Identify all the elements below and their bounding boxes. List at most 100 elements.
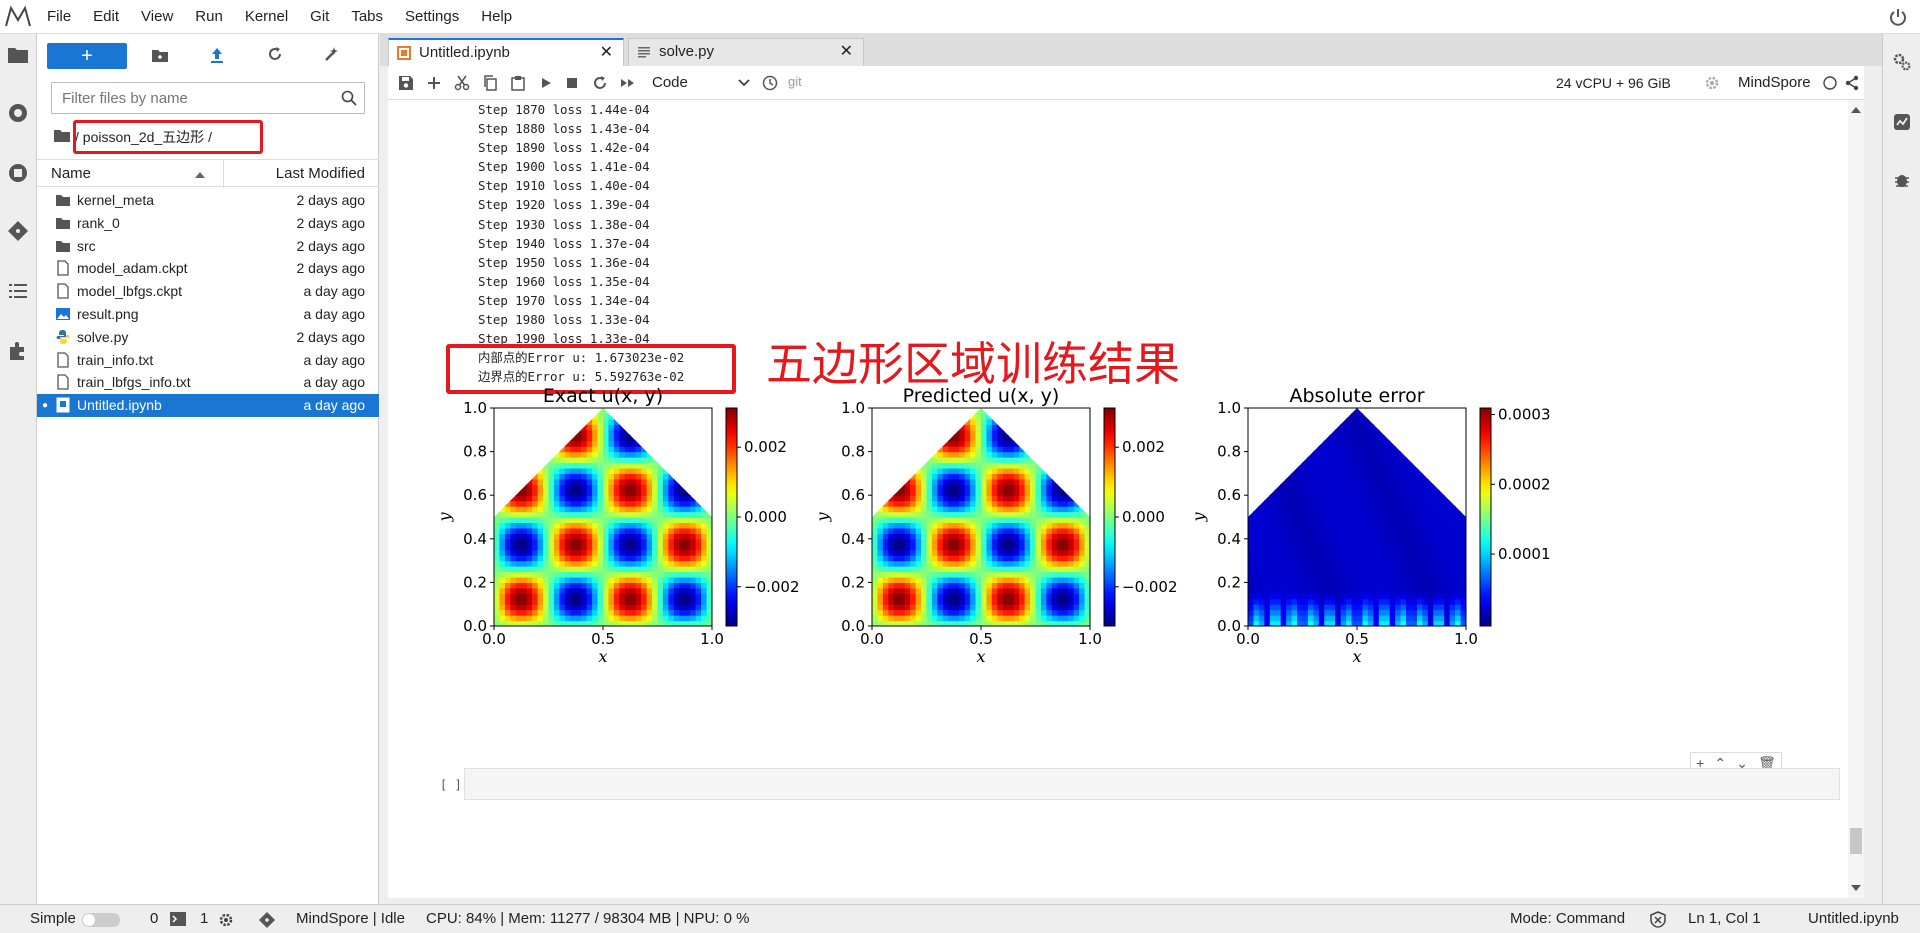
file-row-model-lbfgs-ckpt[interactable]: model_lbfgs.ckpt a day ago bbox=[37, 280, 379, 303]
simple-mode-toggle[interactable] bbox=[82, 913, 120, 927]
y-tick-label: 1.0 bbox=[1217, 399, 1241, 417]
menu-kernel[interactable]: Kernel bbox=[234, 0, 299, 34]
running-icon[interactable] bbox=[7, 102, 29, 124]
debugger-chart-icon[interactable] bbox=[1892, 112, 1912, 132]
paste-icon[interactable] bbox=[510, 75, 526, 91]
git-clone-icon[interactable] bbox=[323, 45, 341, 63]
scroll-up-icon[interactable] bbox=[1851, 106, 1861, 114]
cut-icon[interactable] bbox=[454, 75, 470, 91]
output-line: Step 1930 loss 1.38e-04 bbox=[478, 215, 684, 234]
menu-view[interactable]: View bbox=[130, 0, 184, 34]
status-bar: Simple 0 1 MindSpore | Idle CPU: 84% | M… bbox=[0, 904, 1920, 932]
left-activity-bar bbox=[0, 34, 37, 904]
stop-icon[interactable] bbox=[7, 162, 29, 184]
property-inspector-icon[interactable] bbox=[1892, 52, 1912, 72]
file-icon bbox=[55, 283, 71, 299]
output-line: Step 1980 loss 1.33e-04 bbox=[478, 310, 684, 329]
save-icon[interactable] bbox=[398, 75, 414, 91]
toc-icon[interactable] bbox=[7, 280, 29, 302]
tab-solve-py[interactable]: solve.py ✕ bbox=[628, 38, 864, 66]
git-label[interactable]: git bbox=[788, 74, 802, 89]
restart-icon[interactable] bbox=[592, 75, 608, 91]
tab-untitled-ipynb[interactable]: Untitled.ipynb ✕ bbox=[388, 38, 624, 66]
scroll-down-icon[interactable] bbox=[1851, 884, 1861, 892]
sort-ascending-icon bbox=[195, 170, 205, 178]
x-axis-label: x bbox=[976, 647, 985, 666]
refresh-icon[interactable] bbox=[267, 46, 283, 62]
upload-icon[interactable] bbox=[209, 46, 225, 64]
chevron-down-icon[interactable] bbox=[738, 79, 750, 87]
code-cell-input[interactable] bbox=[464, 768, 1840, 800]
kernel-count[interactable]: 1 bbox=[200, 905, 208, 933]
menu-git[interactable]: Git bbox=[299, 0, 340, 34]
new-folder-icon[interactable] bbox=[151, 48, 169, 64]
menu-settings[interactable]: Settings bbox=[394, 0, 470, 34]
scrollbar[interactable] bbox=[1848, 100, 1864, 898]
shield-icon[interactable] bbox=[1650, 911, 1666, 928]
terminal-icon bbox=[170, 912, 186, 926]
menu-file[interactable]: File bbox=[36, 0, 82, 34]
file-icon bbox=[55, 260, 71, 276]
terminal-count[interactable]: 0 bbox=[150, 905, 158, 933]
x-tick-label: 1.0 bbox=[1454, 630, 1478, 648]
cell-type-select[interactable]: Code bbox=[652, 74, 688, 91]
filter-files-input[interactable] bbox=[51, 82, 365, 114]
folder-icon[interactable] bbox=[7, 44, 29, 66]
folder-icon bbox=[55, 238, 71, 254]
y-axis-label: y bbox=[438, 512, 454, 523]
git-icon[interactable] bbox=[7, 220, 29, 242]
run-all-icon[interactable] bbox=[620, 75, 636, 91]
bug-icon[interactable] bbox=[1892, 170, 1912, 190]
mode-indicator[interactable]: Mode: Command bbox=[1510, 905, 1625, 933]
git-status-icon[interactable] bbox=[258, 911, 276, 929]
interrupt-icon[interactable] bbox=[564, 75, 580, 91]
kernel-settings-icon[interactable] bbox=[1704, 75, 1720, 91]
extension-icon[interactable] bbox=[7, 340, 29, 362]
output-line: Step 1920 loss 1.39e-04 bbox=[478, 195, 684, 214]
scrollbar-thumb[interactable] bbox=[1850, 828, 1862, 854]
breadcrumb-highlight-box bbox=[73, 120, 263, 154]
close-icon[interactable]: ✕ bbox=[840, 39, 853, 65]
kernel-name[interactable]: MindSpore bbox=[1738, 74, 1811, 91]
menu-tabs[interactable]: Tabs bbox=[340, 0, 394, 34]
power-icon[interactable] bbox=[1888, 7, 1908, 27]
folder-breadcrumb-icon[interactable] bbox=[53, 128, 71, 143]
jupyter-logo-icon bbox=[4, 4, 32, 30]
file-modified: a day ago bbox=[304, 280, 366, 303]
menu-edit[interactable]: Edit bbox=[82, 0, 130, 34]
y-tick-label: 0.0 bbox=[1217, 617, 1241, 635]
file-name: model_lbfgs.ckpt bbox=[77, 280, 182, 303]
annotation-text: 五边形区域训练结果 bbox=[766, 328, 1180, 394]
column-modified-header[interactable]: Last Modified bbox=[276, 165, 365, 182]
x-tick-label: 0.5 bbox=[1345, 630, 1369, 648]
clock-icon[interactable] bbox=[762, 75, 778, 91]
menu-help[interactable]: Help bbox=[470, 0, 523, 34]
close-icon[interactable]: ✕ bbox=[600, 40, 613, 66]
column-name-header[interactable]: Name bbox=[51, 165, 91, 182]
share-icon[interactable] bbox=[1844, 75, 1860, 91]
copy-icon[interactable] bbox=[482, 75, 498, 91]
y-tick-label: 0.4 bbox=[463, 530, 487, 548]
y-tick-label: 0.8 bbox=[463, 443, 487, 461]
run-icon[interactable] bbox=[538, 75, 554, 91]
new-launcher-button[interactable]: + bbox=[47, 43, 127, 69]
cursor-position[interactable]: Ln 1, Col 1 bbox=[1688, 905, 1761, 933]
add-cell-icon[interactable] bbox=[426, 75, 442, 91]
menu-run[interactable]: Run bbox=[184, 0, 234, 34]
file-name: rank_0 bbox=[77, 212, 120, 235]
file-list-header: Name Last Modified bbox=[37, 159, 379, 187]
kernel-status[interactable]: MindSpore | Idle bbox=[296, 905, 405, 933]
